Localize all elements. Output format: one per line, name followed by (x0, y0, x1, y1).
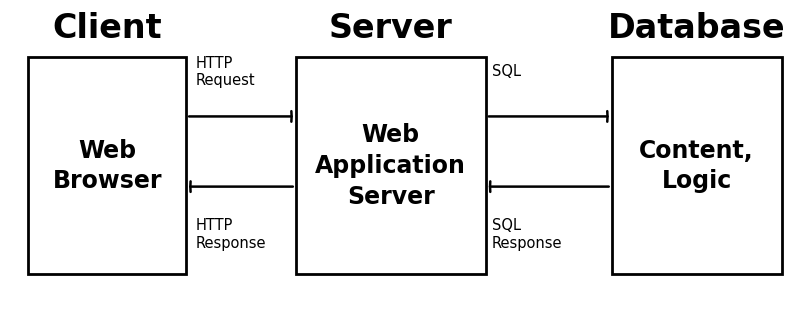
Text: Server: Server (329, 12, 452, 45)
Text: Content,
Logic: Content, Logic (639, 138, 754, 193)
Bar (612, 57, 782, 274)
Text: SQL: SQL (492, 64, 521, 79)
Text: Web
Application
Server: Web Application Server (315, 123, 467, 209)
Bar (28, 57, 186, 274)
Text: Web
Browser: Web Browser (53, 138, 162, 193)
Text: SQL
Response: SQL Response (492, 218, 562, 251)
Bar (296, 57, 486, 274)
Text: HTTP
Response: HTTP Response (196, 218, 266, 251)
Text: HTTP
Request: HTTP Request (196, 56, 256, 88)
Text: Database: Database (608, 12, 786, 45)
Text: Client: Client (52, 12, 162, 45)
